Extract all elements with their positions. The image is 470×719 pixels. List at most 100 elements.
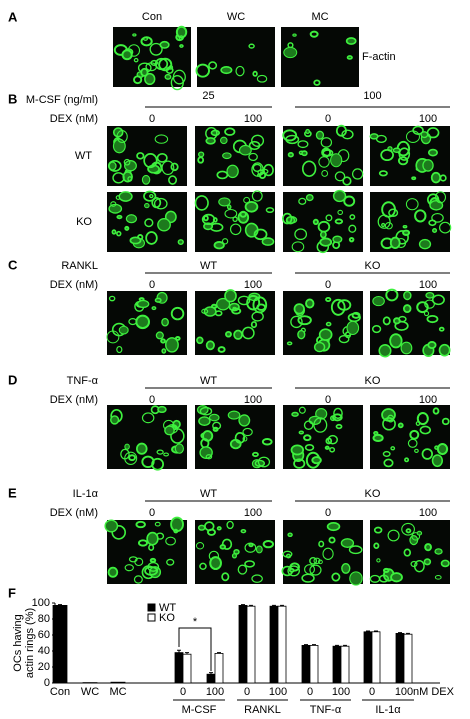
cell — [341, 129, 354, 140]
micrograph — [283, 405, 363, 469]
cell — [416, 301, 429, 314]
cell — [400, 341, 413, 355]
cell — [441, 417, 450, 426]
cell — [429, 200, 444, 211]
cell — [309, 556, 318, 565]
cell — [226, 520, 234, 530]
cell — [301, 573, 315, 583]
cell — [376, 558, 381, 563]
cell — [301, 160, 317, 177]
dex-level: 100 — [419, 113, 437, 125]
cell — [285, 134, 300, 145]
cell — [427, 341, 437, 350]
cell — [154, 134, 169, 144]
cell — [178, 35, 184, 41]
micrograph — [194, 190, 275, 252]
cell — [212, 217, 218, 223]
cell — [248, 140, 261, 151]
dex-level: 0 — [149, 279, 155, 291]
cell — [144, 203, 150, 209]
cell — [424, 543, 432, 552]
cell — [388, 208, 399, 218]
cell — [305, 298, 315, 309]
cell — [124, 225, 130, 231]
cell — [201, 308, 209, 314]
cell — [135, 314, 151, 330]
panel-label: E — [8, 485, 17, 500]
cell — [378, 574, 390, 583]
cell — [164, 73, 172, 80]
cell — [213, 241, 225, 250]
y-tick-label: 20 — [38, 661, 50, 673]
cell — [434, 548, 443, 555]
cell — [219, 544, 227, 550]
micrograph — [282, 189, 363, 254]
cell — [373, 526, 383, 534]
cell — [398, 315, 407, 323]
cell — [229, 223, 242, 236]
legend-label: WT — [159, 602, 176, 614]
cell — [144, 566, 159, 576]
cell — [177, 239, 184, 246]
cell — [151, 457, 165, 471]
cell — [436, 443, 449, 456]
error-bar — [343, 644, 347, 647]
cell — [305, 128, 311, 135]
cell — [424, 299, 435, 309]
cell — [158, 57, 173, 72]
cell — [389, 236, 401, 250]
cell — [261, 438, 273, 446]
x-unit-label: nM DEX — [413, 686, 455, 698]
factor-level: KO — [365, 260, 381, 272]
cell — [439, 221, 452, 234]
cell — [154, 521, 161, 527]
cell — [328, 536, 336, 544]
cell — [413, 559, 425, 573]
factor-level: 25 — [202, 90, 214, 102]
cell — [403, 290, 412, 301]
cell — [298, 197, 307, 205]
cell — [341, 563, 351, 574]
cell — [290, 444, 305, 456]
cell — [133, 57, 139, 63]
micrograph — [107, 405, 187, 471]
cell — [383, 458, 394, 468]
cell — [248, 152, 258, 162]
x-tick-label: 100 — [332, 686, 350, 698]
cell — [382, 450, 391, 458]
x-tick-label: 100 — [269, 686, 287, 698]
cell — [348, 545, 363, 555]
error-bar — [217, 652, 221, 654]
dex-level: 100 — [244, 279, 262, 291]
micrograph — [283, 291, 363, 355]
cell — [174, 443, 184, 454]
legend-swatch — [147, 603, 156, 612]
cell — [242, 427, 253, 437]
cell — [343, 195, 356, 207]
cell — [434, 574, 442, 580]
cell — [244, 542, 257, 553]
factor-label: M-CSF (ng/ml) — [26, 94, 98, 106]
error-bar — [398, 632, 402, 634]
cell — [166, 558, 175, 566]
cell — [212, 421, 222, 430]
cell — [335, 423, 343, 430]
cell — [411, 532, 421, 541]
cell — [414, 209, 427, 223]
cell — [173, 528, 179, 534]
cell — [124, 451, 138, 466]
cell — [372, 433, 384, 443]
cell — [221, 238, 229, 245]
cell — [143, 190, 157, 202]
factor-label: IL-1α — [73, 488, 99, 500]
micrograph — [282, 124, 364, 186]
micrograph — [195, 27, 275, 87]
cell — [203, 214, 209, 222]
cell — [282, 212, 293, 225]
cell — [291, 411, 299, 417]
cell — [220, 66, 233, 75]
cell — [240, 528, 247, 534]
panel-label: C — [8, 257, 18, 272]
cell — [145, 62, 158, 72]
bar — [182, 653, 192, 684]
